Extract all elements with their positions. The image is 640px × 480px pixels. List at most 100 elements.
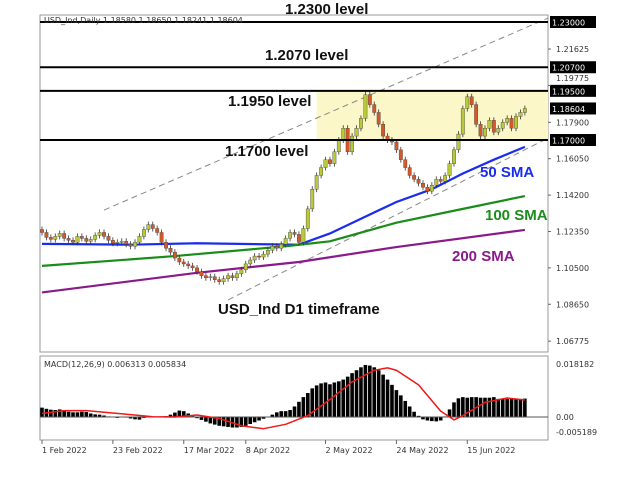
macd-bar [421,417,425,420]
macd-bar [412,411,416,417]
macd-bar [208,417,213,424]
macd-bar [509,398,514,417]
candle-body [491,120,496,133]
candle-body [354,128,359,137]
macd-bar [350,373,354,417]
candle-body [84,238,89,242]
macd-bar [40,407,44,417]
candle-body [452,149,456,164]
macd-bar [212,417,217,425]
macd-bar [97,414,102,417]
macd-bar [354,370,359,417]
x-tick-label: 24 May 2022 [396,446,448,455]
candle-body [478,124,483,137]
candle-body [305,208,310,229]
macd-bar [363,364,368,417]
annotation-timeframe: USD_Ind D1 timeframe [218,301,380,318]
macd-bar [93,414,97,417]
macd-bar [204,417,208,422]
candle-body [359,118,363,129]
macd-bar [469,397,474,417]
level-label: 1.1700 level [225,143,308,160]
x-tick-label: 2 May 2022 [326,446,373,455]
macd-bar [297,401,301,417]
candle-body [292,232,297,235]
candle-body [66,238,71,241]
candle-body [57,233,62,237]
level-label: 1.1950 level [228,93,311,110]
axis-price-box [550,61,596,74]
axis-price-label: 1.23000 [552,19,585,28]
macd-bar [368,365,372,417]
axis-price-box [550,134,596,147]
macd-bar [376,370,381,417]
macd-bar [270,414,275,417]
macd-bar [173,412,177,417]
candle-body [124,241,129,245]
candle-body [412,175,417,180]
x-tick-label: 15 Jun 2022 [467,446,515,455]
candle-body [297,234,301,243]
candle-body [474,104,479,125]
candle-body [460,108,465,135]
candle-body [257,255,261,258]
candle-body [53,236,58,240]
candle-body [164,242,168,249]
candle-body [48,237,53,240]
candle-body [97,232,102,236]
y-tick-label: 1.06775 [556,337,589,346]
macd-bar [323,382,328,417]
candle-body [447,163,452,176]
macd-bar [53,409,58,417]
macd-bar [66,411,71,417]
y-tick-label: 1.17900 [556,118,589,127]
axis-price-box [550,16,596,28]
candle-body [106,236,111,241]
macd-bar [57,409,62,417]
candle-body [332,151,337,164]
main-panel [39,14,549,353]
macd-bar [483,397,487,417]
candle-body [93,235,98,240]
candle-body [75,236,80,243]
macd-bar [465,397,470,417]
candle-body [376,112,381,125]
macd-bar [328,384,332,417]
candle-body [128,244,133,247]
macd-bar [438,417,443,421]
candle-body [372,104,377,113]
candle-body [110,240,115,244]
macd-bar [452,402,456,417]
candle-body [522,108,527,113]
candle-body [301,228,306,243]
macd-signal-line [41,367,525,430]
macd-bar [403,400,408,417]
macd-bar [128,417,133,419]
macd-bar [518,398,523,417]
macd-bar [283,411,288,417]
y-tick-label: 1.12350 [556,227,589,236]
chart-title: USD_Ind,Daily 1.18580 1.18650 1.18241 1.… [44,16,243,25]
macd-bar [292,406,297,417]
candle-body [274,246,279,249]
trendline-0 [103,17,549,211]
macd-bar [372,367,377,417]
macd-bar [487,397,492,417]
macd-y-tick-label: 0.00 [556,413,574,422]
candle-body [195,267,199,273]
candle-body [172,251,177,259]
candle-body [518,112,523,117]
candle-body [243,263,248,271]
candle-body [398,149,403,160]
macd-bar [88,413,93,417]
candle-body [252,255,257,261]
candle-body [500,122,505,129]
candle-body [434,179,439,186]
candle-body [102,232,106,237]
candle-body [261,253,266,258]
macd-bar [337,381,341,417]
macd-bar [195,417,199,419]
candle-body [288,232,292,239]
candle-body [88,239,93,242]
